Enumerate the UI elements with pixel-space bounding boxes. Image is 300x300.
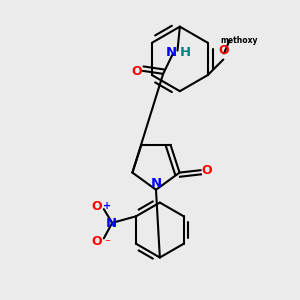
Text: O: O — [202, 164, 212, 177]
Text: ⁻: ⁻ — [104, 238, 110, 248]
Text: methoxy: methoxy — [220, 36, 258, 45]
Text: O: O — [131, 65, 142, 78]
Text: +: + — [103, 201, 112, 211]
Text: O: O — [219, 44, 229, 57]
Text: O: O — [91, 236, 102, 248]
Text: O: O — [91, 200, 102, 213]
Text: N: N — [150, 177, 161, 190]
Text: N: N — [166, 46, 177, 59]
Text: H: H — [180, 46, 191, 59]
Text: N: N — [105, 217, 116, 230]
